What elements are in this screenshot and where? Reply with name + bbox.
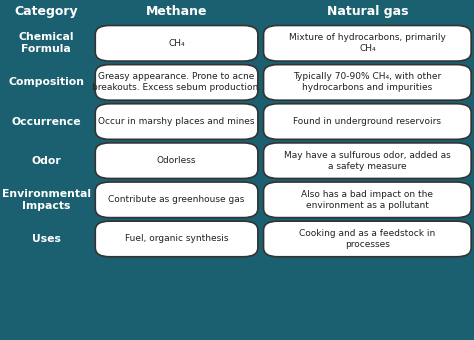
Text: Cooking and as a feedstock in
processes: Cooking and as a feedstock in processes	[299, 229, 436, 249]
FancyBboxPatch shape	[264, 143, 471, 178]
Text: Chemical
Formula: Chemical Formula	[18, 32, 74, 54]
FancyBboxPatch shape	[264, 221, 471, 257]
Text: Typically 70-90% CH₄, with other
hydrocarbons and impurities: Typically 70-90% CH₄, with other hydroca…	[293, 72, 441, 92]
FancyBboxPatch shape	[2, 142, 91, 179]
Text: Odorless: Odorless	[157, 156, 196, 165]
FancyBboxPatch shape	[2, 64, 91, 101]
Text: Environmental
Impacts: Environmental Impacts	[2, 189, 91, 211]
FancyBboxPatch shape	[263, 1, 472, 22]
Text: Category: Category	[14, 5, 78, 18]
Text: Occurrence: Occurrence	[11, 117, 81, 126]
Text: Odor: Odor	[31, 156, 61, 166]
FancyBboxPatch shape	[2, 182, 91, 218]
Text: Occur in marshy places and mines: Occur in marshy places and mines	[98, 117, 255, 126]
FancyBboxPatch shape	[95, 65, 258, 100]
Text: Natural gas: Natural gas	[327, 5, 408, 18]
FancyBboxPatch shape	[2, 221, 91, 257]
FancyBboxPatch shape	[264, 104, 471, 139]
FancyBboxPatch shape	[95, 104, 258, 139]
FancyBboxPatch shape	[94, 1, 259, 22]
FancyBboxPatch shape	[95, 143, 258, 178]
FancyBboxPatch shape	[2, 103, 91, 140]
FancyBboxPatch shape	[95, 221, 258, 257]
Text: Fuel, organic synthesis: Fuel, organic synthesis	[125, 235, 228, 243]
Text: Found in underground reservoirs: Found in underground reservoirs	[293, 117, 441, 126]
FancyBboxPatch shape	[264, 65, 471, 100]
FancyBboxPatch shape	[95, 26, 258, 61]
Text: Also has a bad impact on the
environment as a pollutant: Also has a bad impact on the environment…	[301, 190, 433, 210]
Text: CH₄: CH₄	[168, 39, 185, 48]
Text: May have a sulfurous odor, added as
a safety measure: May have a sulfurous odor, added as a sa…	[284, 151, 451, 171]
Text: Methane: Methane	[146, 5, 207, 18]
FancyBboxPatch shape	[95, 182, 258, 218]
Text: Uses: Uses	[32, 234, 61, 244]
FancyBboxPatch shape	[2, 1, 91, 22]
Text: Contribute as greenhouse gas: Contribute as greenhouse gas	[109, 195, 245, 204]
Text: Greasy appearance. Prone to acne
breakouts. Excess sebum production.: Greasy appearance. Prone to acne breakou…	[92, 72, 261, 92]
FancyBboxPatch shape	[264, 182, 471, 218]
Text: Mixture of hydrocarbons, primarily
CH₄: Mixture of hydrocarbons, primarily CH₄	[289, 33, 446, 53]
FancyBboxPatch shape	[2, 25, 91, 62]
Text: Composition: Composition	[8, 78, 84, 87]
FancyBboxPatch shape	[264, 26, 471, 61]
